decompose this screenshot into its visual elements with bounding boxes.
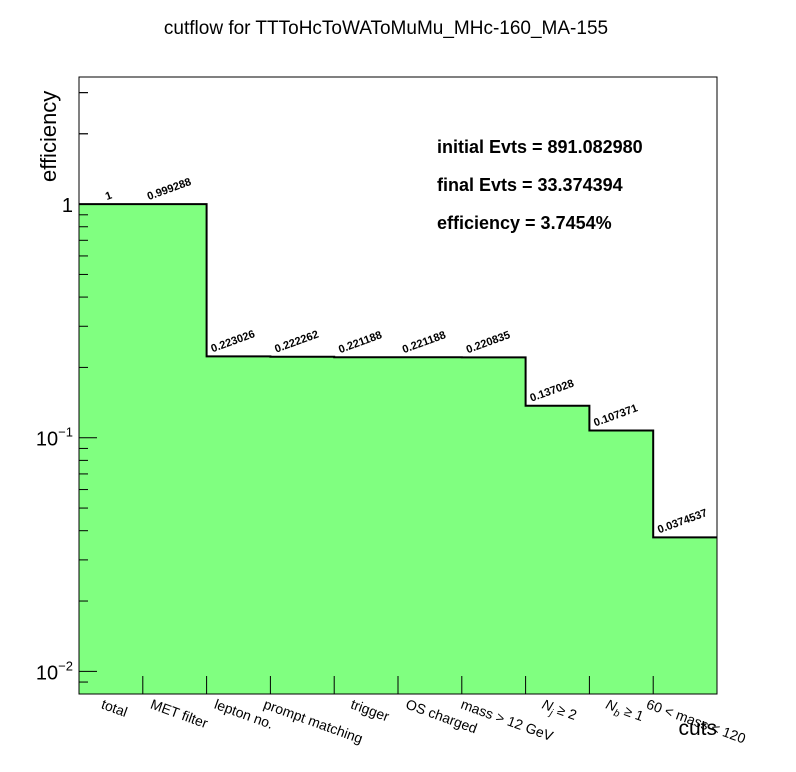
y-tick-label: 10−1 (36, 425, 73, 451)
bin-value-label: 0.999288 (146, 176, 193, 203)
category-label: trigger (349, 696, 392, 725)
category-label: MET filter (149, 696, 211, 732)
bin-value-label: 0.221188 (337, 329, 384, 356)
bar-2 (206, 356, 271, 694)
stats-line: final Evts = 33.374394 (437, 175, 623, 195)
y-tick-label: 10−2 (36, 658, 73, 684)
category-label: total (99, 696, 129, 720)
x-axis-ticks (142, 676, 654, 694)
bar-6 (461, 357, 527, 694)
stats-line: efficiency = 3.7454% (437, 213, 612, 233)
bin-value-label: 0.221188 (401, 329, 448, 356)
histogram-bars (79, 204, 717, 694)
y-axis-ticks: 10−2 10−1 1 (36, 92, 97, 695)
category-label: prompt matching (262, 696, 365, 747)
bin-value-label: 0.0374537 (656, 507, 709, 536)
category-labels: total MET filter lepton no.prompt matching… (99, 696, 748, 747)
y-axis-label: efficiency (36, 91, 61, 182)
y-tick-label: 1 (62, 195, 73, 217)
bin-value-label: 1 (104, 190, 114, 203)
bar-5 (398, 357, 463, 694)
bar-4 (334, 357, 399, 694)
category-label: Nj ≥ 2 (539, 696, 580, 727)
bar-9 (653, 537, 717, 694)
bar-3 (270, 356, 335, 694)
bin-value-label: 0.222262 (273, 329, 320, 356)
bin-value-label: 0.137028 (528, 378, 575, 405)
bin-value-label: 0.107371 (592, 402, 639, 429)
stats-box: initial Evts = 891.082980 final Evts = 33… (437, 137, 643, 233)
category-label: Nb ≥ 1 (603, 696, 647, 728)
histogram-outline (79, 203, 717, 539)
bar-8 (589, 430, 654, 694)
bar-7 (525, 405, 590, 694)
stats-line: initial Evts = 891.082980 (437, 137, 643, 157)
bin-value-label: 0.223026 (209, 328, 256, 355)
bar-0 (79, 204, 144, 694)
bar-1 (142, 204, 208, 694)
x-axis-label: cuts (678, 717, 717, 740)
bin-value-label: 0.220835 (465, 329, 512, 356)
chart-title: cutflow for TTToHcToWAToMuMu_MHc-160_MA-… (164, 18, 608, 39)
